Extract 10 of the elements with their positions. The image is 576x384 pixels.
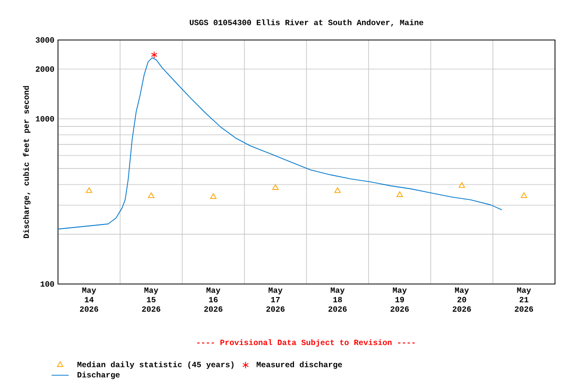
point	[458, 182, 465, 188]
point	[148, 192, 154, 198]
point	[151, 51, 158, 58]
point	[210, 193, 216, 199]
point	[86, 187, 92, 193]
point	[520, 192, 528, 198]
line-series	[58, 57, 502, 230]
point	[396, 191, 403, 197]
point	[334, 187, 341, 193]
point	[272, 184, 279, 190]
